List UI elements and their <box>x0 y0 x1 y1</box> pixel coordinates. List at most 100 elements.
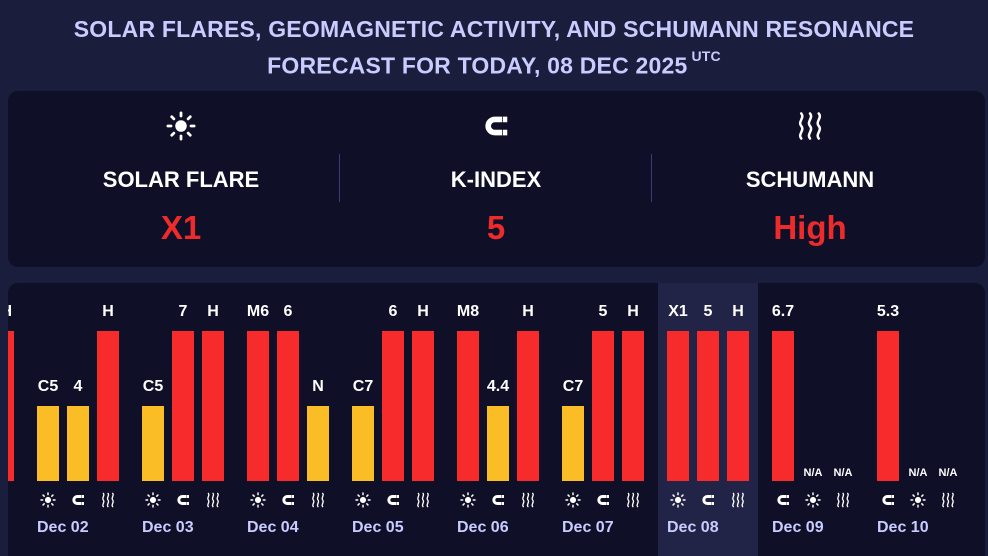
bar-schumann-dec-03 <box>202 331 224 481</box>
bar-schumann-dec-07 <box>622 331 644 481</box>
na-label: N/A <box>938 467 958 479</box>
magnet-icon <box>876 492 900 508</box>
bar-kindex-dec-03 <box>172 331 194 481</box>
bar-label: N <box>312 378 324 395</box>
waves-icon <box>650 111 970 141</box>
bar-label: H <box>207 303 219 320</box>
bar-label-partial: H <box>8 303 12 321</box>
bar-kindex-dec-10 <box>877 331 899 481</box>
bar-label: H <box>102 303 114 320</box>
date-label: Dec 02 <box>37 519 89 536</box>
date-label: Dec 07 <box>562 519 614 536</box>
title-line-2-text: FORECAST FOR TODAY, 08 DEC 2025 <box>267 52 688 79</box>
bar-solar-dec-05 <box>352 406 374 481</box>
bar-label: C7 <box>562 378 584 395</box>
waves-icon <box>201 492 225 508</box>
forecast-chart: H C5 4 H Dec 02 C5 7 H Dec 03 M6 6 N Dec 04 C7 6 H Dec … <box>8 283 985 556</box>
bar-label: 5 <box>703 303 713 320</box>
bar-kindex-dec-06 <box>487 406 509 481</box>
bar-label: 4.4 <box>486 378 510 395</box>
sun-icon <box>246 492 270 508</box>
schumann-value: High <box>773 209 847 246</box>
waves-icon <box>8 492 10 508</box>
bar-solar-dec-07 <box>562 406 584 481</box>
na-label: N/A <box>803 467 823 479</box>
bar-label: C5 <box>37 378 59 395</box>
sun-icon <box>456 492 480 508</box>
waves-icon <box>411 492 435 508</box>
date-label: Dec 06 <box>457 519 509 536</box>
waves-icon <box>831 492 855 508</box>
bar-kindex-dec-07 <box>592 331 614 481</box>
bar-schumann-dec-05 <box>412 331 434 481</box>
waves-icon <box>516 492 540 508</box>
magnet-icon <box>66 492 90 508</box>
bar-label: H <box>627 303 639 320</box>
magnet-icon <box>591 492 615 508</box>
bar-label: 6 <box>388 303 398 320</box>
bar-solar-dec-06 <box>457 331 479 481</box>
bar-label: H <box>417 303 429 320</box>
waves-icon <box>726 492 750 508</box>
summary-schumann: SCHUMANN High <box>650 91 970 267</box>
title-line-2: FORECAST FOR TODAY, 08 DEC 2025 UTC <box>0 45 988 82</box>
waves-icon <box>306 492 330 508</box>
magnet-icon <box>381 492 405 508</box>
magnet-icon <box>696 492 720 508</box>
bar-label: M6 <box>246 303 270 320</box>
bar-label: H <box>522 303 534 320</box>
bar-label: 6.7 <box>771 303 795 320</box>
bar-partial <box>8 331 14 481</box>
bar-label: H <box>732 303 744 320</box>
bar-kindex-dec-09 <box>772 331 794 481</box>
na-label: N/A <box>833 467 853 479</box>
bar-label: 6 <box>283 303 293 320</box>
page-title: SOLAR FLARES, GEOMAGNETIC ACTIVITY, AND … <box>0 14 988 82</box>
magnet-icon <box>771 492 795 508</box>
bar-label: X1 <box>668 303 688 320</box>
summary-kindex: K-INDEX 5 <box>336 91 656 267</box>
magnet-icon <box>276 492 300 508</box>
bar-kindex-dec-02 <box>67 406 89 481</box>
bar-label: C7 <box>352 378 374 395</box>
bar-label: 5.3 <box>876 303 900 320</box>
bar-label: C5 <box>142 378 164 395</box>
kindex-value: 5 <box>486 209 506 246</box>
divider <box>339 154 340 202</box>
date-label: Dec 03 <box>142 519 194 536</box>
bar-label: 5 <box>598 303 608 320</box>
magnet-icon <box>336 111 656 141</box>
bar-solar-dec-03 <box>142 406 164 481</box>
bar-schumann-dec-06 <box>517 331 539 481</box>
sun-icon <box>21 111 341 141</box>
sun-icon <box>666 492 690 508</box>
title-line-1: SOLAR FLARES, GEOMAGNETIC ACTIVITY, AND … <box>73 16 915 42</box>
bar-kindex-dec-04 <box>277 331 299 481</box>
date-label: Dec 09 <box>772 519 824 536</box>
sun-icon <box>141 492 165 508</box>
waves-icon <box>621 492 645 508</box>
utc-label: UTC <box>691 48 721 64</box>
bar-label: 4 <box>73 378 83 395</box>
bar-label: 7 <box>178 303 188 320</box>
sun-icon <box>906 492 930 508</box>
bar-schumann-dec-04 <box>307 406 329 481</box>
bar-solar-dec-08 <box>667 331 689 481</box>
bar-kindex-dec-08 <box>697 331 719 481</box>
bar-schumann-dec-08 <box>727 331 749 481</box>
divider <box>651 154 652 202</box>
summary-solar: SOLAR FLARE X1 <box>21 91 341 267</box>
date-label: Dec 04 <box>247 519 299 536</box>
sun-icon <box>801 492 825 508</box>
date-label: Dec 08 <box>667 519 719 536</box>
sun-icon <box>351 492 375 508</box>
sun-icon <box>561 492 585 508</box>
date-label: Dec 05 <box>352 519 404 536</box>
waves-icon <box>96 492 120 508</box>
solar-value: X1 <box>160 209 202 246</box>
schumann-label: SCHUMANN <box>745 167 875 192</box>
bar-solar-dec-02 <box>37 406 59 481</box>
magnet-icon <box>486 492 510 508</box>
kindex-label: K-INDEX <box>450 167 542 192</box>
sun-icon <box>36 492 60 508</box>
